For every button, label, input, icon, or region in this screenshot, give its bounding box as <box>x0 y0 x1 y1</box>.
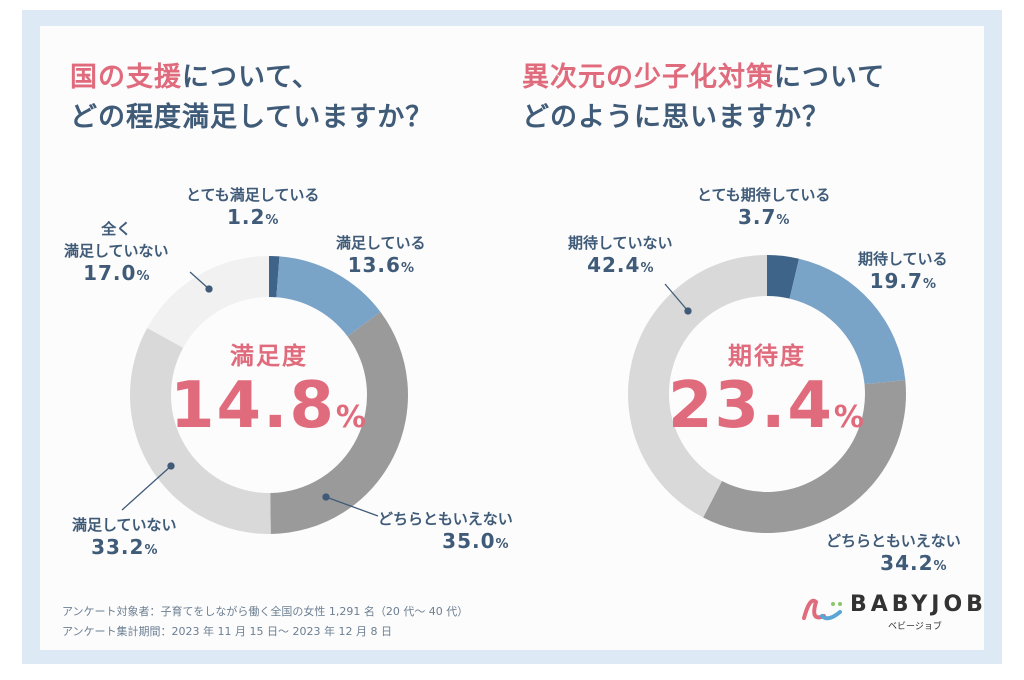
unit: % <box>922 277 936 292</box>
slice-label: 満足している 13.6% <box>336 232 426 280</box>
leader-lines <box>121 271 692 517</box>
leader-dot <box>205 285 213 293</box>
slice-label: 期待していない 42.4% <box>568 232 673 280</box>
donut-expectation <box>627 255 907 534</box>
label-text: どちらともいえない <box>826 532 961 550</box>
data-label: 35.0 <box>442 529 496 553</box>
donut-slice <box>147 256 269 348</box>
infographic-card <box>40 26 984 650</box>
data-label: 1.2 <box>226 205 266 229</box>
donut-slice <box>703 380 907 534</box>
label-text: 期待している <box>858 250 948 268</box>
label-text: 満足している <box>336 234 426 252</box>
title-line2: どの程度満足していますか？ <box>70 102 434 133</box>
title-highlight: 国の支援 <box>70 62 182 93</box>
unit: % <box>136 269 150 284</box>
label-text: 期待していない <box>568 234 673 252</box>
data-label: 33.2 <box>91 535 145 559</box>
donut-slice <box>789 258 906 385</box>
slice-label: どちらともいえない 35.0% <box>378 508 513 556</box>
label-text: 全く <box>101 220 132 238</box>
center-summary-right: 期待度 23.4% <box>657 336 877 453</box>
center-value: 23.4 <box>668 369 834 443</box>
survey-period: アンケート集計期間：2023 年 11 月 15 日～ 2023 年 12 月 … <box>62 625 392 638</box>
donut-slice <box>767 255 800 299</box>
survey-target: アンケート対象者：子育てをしながら働く全国の女性 1,291 名（20 代～ 4… <box>62 605 469 618</box>
slice-label: 満足していない 33.2% <box>72 514 177 562</box>
unit: % <box>400 261 414 276</box>
unit: % <box>335 400 368 435</box>
unit: % <box>640 261 654 276</box>
babyjob-logo: BABYJOB ベビージョブ <box>800 592 983 632</box>
donut-satisfaction <box>129 256 408 534</box>
slice-label: 全く満足していない 17.0% <box>64 218 169 288</box>
label-text: とても期待している <box>697 186 831 204</box>
data-label: 34.2 <box>880 551 934 575</box>
logo-text: BABYJOB <box>850 592 987 617</box>
data-label: 13.6 <box>347 253 401 277</box>
donut-slice <box>627 255 767 518</box>
data-label: 17.0 <box>83 261 137 285</box>
unit: % <box>144 543 158 558</box>
slice-label: どちらともいえない 34.2% <box>826 530 961 578</box>
unit: % <box>833 400 866 435</box>
chart-title-left: 国の支援について、 どの程度満足していますか？ <box>70 58 433 138</box>
leader-line <box>664 283 689 312</box>
slice-label: とても期待している 3.7% <box>697 184 830 232</box>
unit: % <box>933 559 947 574</box>
title-text: について、 <box>182 62 320 93</box>
leader-dot <box>684 307 692 315</box>
logo-mark-icon <box>802 598 842 621</box>
data-label: 19.7 <box>869 269 923 293</box>
center-label: 期待度 <box>728 342 806 370</box>
title-text: について <box>774 62 886 93</box>
center-summary-left: 満足度 14.8% <box>159 336 379 453</box>
donut-slice <box>276 256 381 337</box>
label-text: どちらともいえない <box>378 510 513 528</box>
unit: % <box>776 213 790 228</box>
chart-title-right: 異次元の少子化対策について どのように思いますか？ <box>522 58 885 138</box>
unit: % <box>265 213 279 228</box>
title-highlight: 異次元の少子化対策 <box>522 62 774 93</box>
leader-dot <box>167 462 175 470</box>
donut-slice <box>129 328 271 534</box>
slice-label: 期待している 19.7% <box>858 248 948 296</box>
leader-line <box>189 271 210 290</box>
label-text: 満足していない <box>64 242 169 260</box>
center-label: 満足度 <box>230 342 308 370</box>
slice-label: とても満足している 1.2% <box>186 184 319 232</box>
label-text: とても満足している <box>186 186 320 204</box>
donut-slice <box>270 311 408 534</box>
center-value: 14.8 <box>170 369 336 443</box>
unit: % <box>495 537 509 552</box>
leader-dot <box>322 493 330 501</box>
label-text: 満足していない <box>72 516 177 534</box>
title-line2: どのように思いますか？ <box>522 102 830 133</box>
leader-line <box>121 465 172 511</box>
logo-kana: ベビージョブ <box>888 622 942 632</box>
donut-slice <box>269 256 280 298</box>
data-label: 3.7 <box>737 205 777 229</box>
leader-line <box>325 496 379 517</box>
data-label: 42.4 <box>587 253 641 277</box>
